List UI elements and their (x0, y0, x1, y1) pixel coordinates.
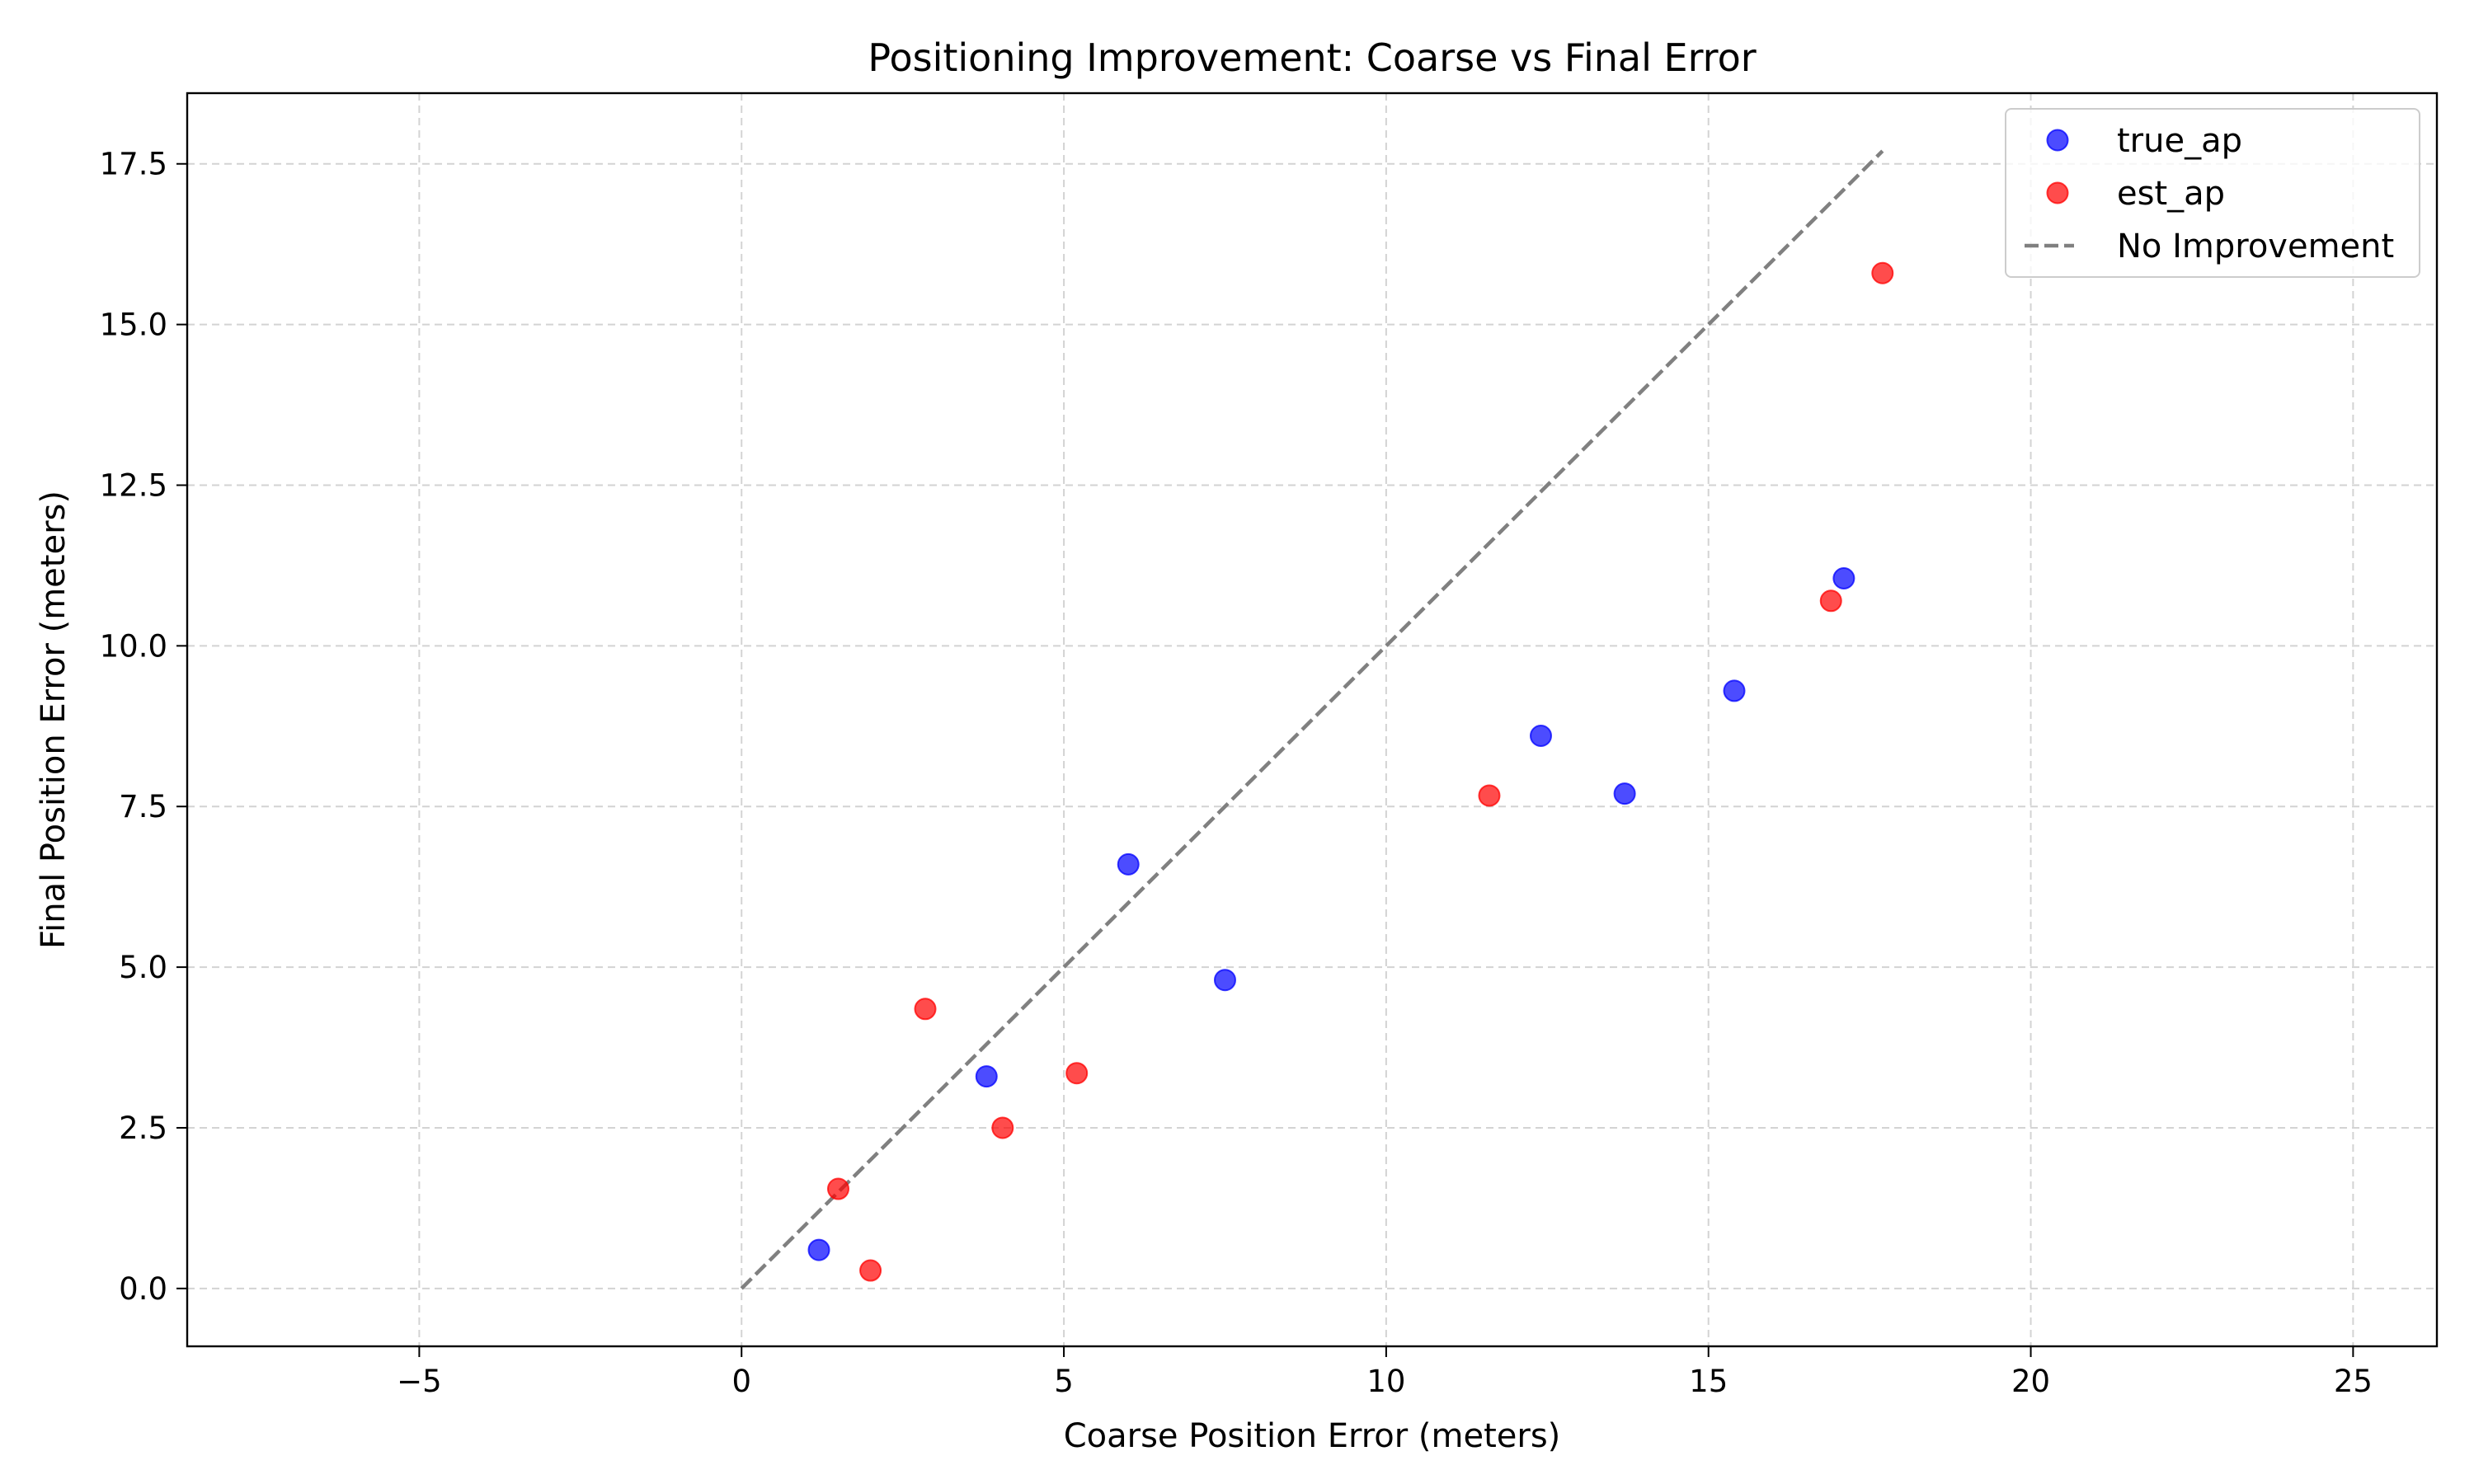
legend-box (2005, 108, 2420, 278)
true-ap-point (1613, 782, 1636, 805)
no-improvement-line (740, 149, 1884, 1290)
est-ap-point (1819, 589, 1842, 613)
y-tick-label: 0.0 (119, 1271, 167, 1307)
x-tick-label: 20 (2011, 1364, 2050, 1399)
reference-line-layer (740, 149, 1884, 1290)
x-tick-label: 0 (731, 1364, 751, 1399)
est-ap-point (1478, 784, 1501, 807)
grid-layer (187, 93, 2437, 1346)
y-tick-label: 5.0 (119, 950, 167, 985)
true-ap-point (1832, 567, 1856, 590)
true-ap-point (1213, 969, 1236, 992)
true-ap-point (1529, 724, 1552, 747)
x-tick-label: −5 (397, 1364, 442, 1399)
y-tick-label: 2.5 (119, 1111, 167, 1146)
x-tick-label: 5 (1054, 1364, 1074, 1399)
x-tick-label: 25 (2334, 1364, 2373, 1399)
legend-est-ap-label: est_ap (2117, 175, 2225, 213)
plot-area-frame (186, 92, 2439, 1348)
y-tick-label: 7.5 (119, 789, 167, 824)
est-ap-point (859, 1259, 882, 1282)
y-tick-label: 17.5 (100, 147, 167, 182)
legend: true_ap est_ap No Improvement (2005, 108, 2420, 278)
legend-no-improvement-label: No Improvement (2117, 228, 2394, 265)
true-ap-point (807, 1238, 830, 1261)
legend-est-ap-marker (2046, 181, 2069, 204)
est-ap-point (914, 998, 937, 1021)
y-axis-label: Final Position Error (meters) (35, 491, 73, 949)
x-tick-label: 15 (1689, 1364, 1728, 1399)
y-tick-label: 15.0 (100, 308, 167, 343)
true-ap-point (1117, 852, 1140, 876)
point-layer (807, 261, 1894, 1282)
true-ap-point (975, 1065, 998, 1088)
legend-true-ap-marker (2046, 129, 2069, 152)
est-ap-point (1871, 261, 1894, 284)
y-tick-label: 12.5 (100, 467, 167, 503)
true-ap-point (1723, 679, 1746, 702)
est-ap-point (1065, 1062, 1089, 1085)
est-ap-point (991, 1116, 1014, 1139)
legend-true-ap-label: true_ap (2117, 122, 2242, 160)
x-axis-label: Coarse Position Error (meters) (1064, 1417, 1561, 1455)
est-ap-point (826, 1177, 849, 1200)
tick-layer: −5 0 5 10 15 20 25 0.0 2.5 5.0 7.5 10.0 12.5 15.0 17.5 (100, 147, 2373, 1399)
y-tick-label: 10.0 (100, 628, 167, 664)
chart-title: Positioning Improvement: Coarse vs Final… (868, 35, 1756, 80)
x-tick-label: 10 (1366, 1364, 1405, 1399)
